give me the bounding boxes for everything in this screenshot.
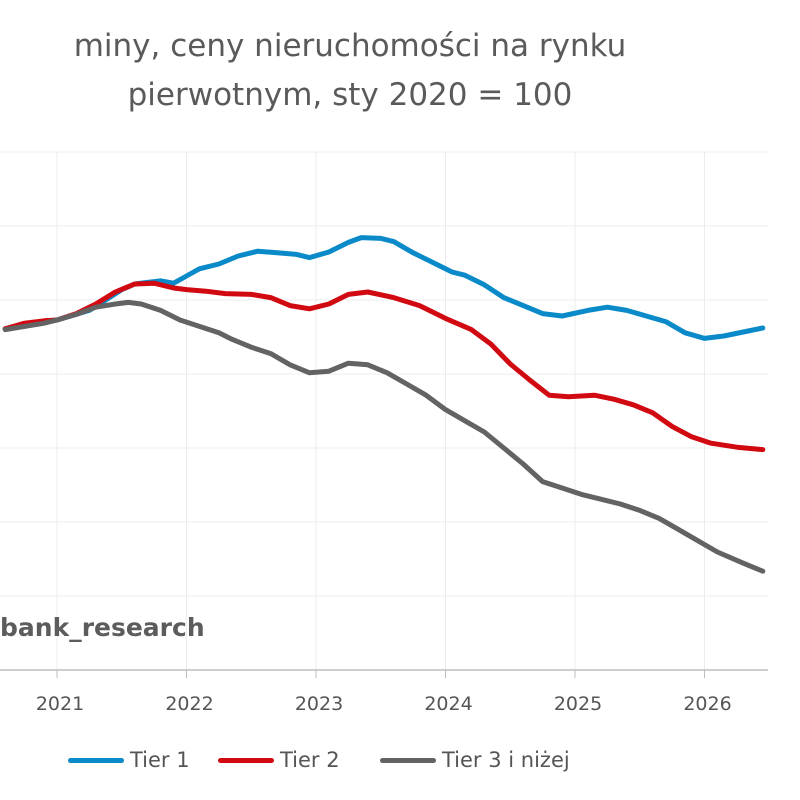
x-axis: 2021 2022 2023 2024 2025 2026: [0, 669, 768, 715]
chart-title-line-2: pierwotnym, sty 2020 = 100: [127, 77, 573, 113]
watermark: bank_research: [0, 613, 205, 642]
legend-item-tier-1[interactable]: Tier 1: [68, 743, 190, 777]
legend-label-tier-3: Tier 3 i niżej: [442, 748, 570, 772]
legend-label-tier-1: Tier 1: [130, 748, 190, 772]
legend-swatch-tier-1: [68, 757, 124, 763]
x-tick-label: 2022: [165, 693, 213, 715]
x-tick-label: 2026: [683, 693, 731, 715]
legend-swatch-tier-2: [218, 757, 274, 763]
x-tick-label: 2024: [424, 693, 472, 715]
legend-item-tier-3[interactable]: Tier 3 i niżej: [380, 743, 570, 777]
x-tick-label: 2025: [554, 693, 602, 715]
series-lines: [2, 235, 766, 574]
legend-label-tier-2: Tier 2: [280, 748, 340, 772]
legend-swatch-tier-3: [380, 757, 436, 763]
chart-legend: Tier 1 Tier 2 Tier 3 i niżej: [0, 743, 800, 777]
line-chart: 2021 2022 2023 2024 2025 2026: [0, 151, 768, 715]
x-tick-label: 2021: [36, 693, 84, 715]
chart-title: miny, ceny nieruchomości na rynku pierwo…: [0, 22, 700, 120]
series-line-2: [2, 280, 766, 453]
x-tick-label: 2023: [295, 693, 343, 715]
chart-title-line-1: miny, ceny nieruchomości na rynku: [73, 28, 627, 64]
legend-item-tier-2[interactable]: Tier 2: [218, 743, 340, 777]
series-line-3: [2, 299, 766, 574]
